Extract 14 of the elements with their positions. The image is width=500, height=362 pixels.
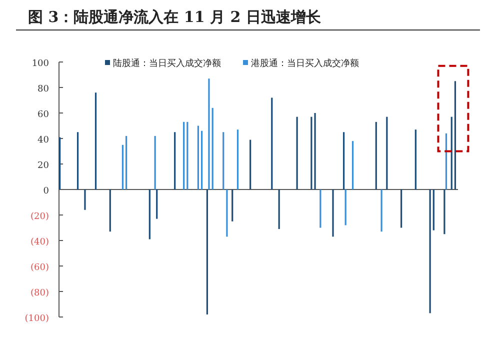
legend-label: 陆股通：当日买入成交净额 — [113, 58, 221, 69]
y-tick-label: (40) — [30, 238, 49, 248]
y-tick-label: 20 — [38, 161, 50, 171]
y-tick-label: 80 — [38, 84, 50, 94]
y-tick-label: (80) — [30, 288, 49, 298]
legend-label: 港股通：当日买入成交净额 — [251, 58, 359, 69]
y-tick-label: (60) — [30, 263, 49, 273]
y-tick-label: 0 — [43, 186, 50, 196]
y-tick-label: (100) — [24, 314, 49, 324]
y-tick-label: 40 — [38, 136, 50, 146]
y-tick-label: (20) — [30, 212, 49, 222]
y-tick-label: 100 — [32, 59, 50, 69]
y-tick-label: 60 — [38, 110, 50, 120]
chart-title: 图 3：陆股通净流入在 11 月 2 日迅速增长 — [28, 8, 322, 26]
